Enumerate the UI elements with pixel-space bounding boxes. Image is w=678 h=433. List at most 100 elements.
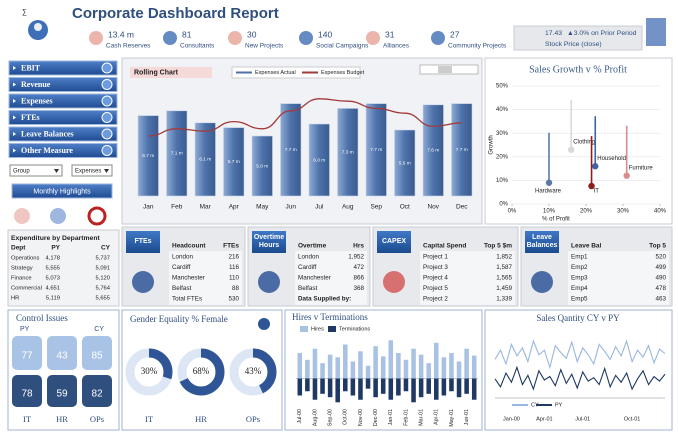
panel-tag-box: Leave Balances	[525, 231, 559, 253]
panel-cell: 216	[228, 254, 239, 261]
panel-cell: Project 2	[423, 296, 448, 303]
bar	[358, 378, 363, 400]
x-tick-label: Jan-00	[503, 416, 520, 422]
table-cell: Finance	[11, 276, 32, 282]
table-cell: 5,120	[95, 276, 110, 282]
bar	[343, 344, 348, 379]
chart-title: Rolling Chart	[134, 69, 179, 76]
menu-button[interactable]	[8, 126, 118, 142]
legend-swatch	[300, 326, 308, 332]
bar	[223, 127, 245, 197]
panel-header: FTEs	[223, 243, 239, 250]
point	[545, 179, 553, 186]
bar-value-label: 5.5 m	[399, 160, 411, 166]
panel-cell: London	[172, 254, 194, 261]
point-label: Hardware	[535, 188, 562, 194]
bar	[418, 354, 424, 379]
series-line	[494, 365, 666, 391]
bar	[335, 378, 340, 403]
kpi-label: Social Campaigns	[316, 43, 369, 50]
menu-arrow	[13, 99, 16, 103]
bar	[396, 378, 401, 396]
bar	[396, 353, 401, 379]
bar	[434, 378, 439, 400]
x-tick-label: Aug	[342, 204, 354, 211]
panel-header: Capital Spend	[423, 243, 466, 250]
bar	[441, 357, 447, 379]
point	[623, 172, 630, 179]
bar-value-label: 6.0 m	[313, 157, 325, 163]
panel-cell: Emp2	[571, 264, 588, 271]
bar	[434, 342, 439, 379]
menu-button[interactable]	[8, 143, 118, 158]
kpi-icon	[228, 31, 242, 45]
menu-button[interactable]	[8, 60, 118, 76]
donut-arc	[125, 348, 173, 396]
y-tick-label: 30%	[496, 131, 509, 137]
point	[588, 182, 595, 190]
kpi-icon	[299, 31, 313, 45]
panel-header: Top 5 $m	[484, 243, 512, 250]
bar	[456, 378, 462, 398]
bar-value-label: 7.7 m	[456, 147, 468, 153]
x-tick-label: May-01	[449, 409, 455, 427]
menu-button[interactable]	[8, 110, 118, 125]
x-tick-label: Sep-00	[328, 409, 334, 426]
panel-cell: Cardiff	[298, 264, 317, 271]
x-tick-label: Aug-00	[312, 409, 318, 426]
legend-label: PY	[555, 402, 563, 408]
menu-icon	[101, 95, 113, 107]
x-tick-label: Jan-01	[388, 409, 394, 425]
py-cylinder	[47, 336, 77, 370]
selector[interactable]	[9, 164, 63, 177]
bar	[297, 378, 303, 396]
menu-button[interactable]	[8, 93, 118, 109]
cy-cylinder	[47, 375, 77, 407]
py-value: 77	[21, 351, 33, 362]
x-tick-label: Feb	[171, 204, 183, 211]
chart-icon	[646, 18, 666, 46]
x-tick-label: 40%	[654, 209, 667, 215]
selector-label: Group	[13, 169, 30, 175]
bar	[350, 361, 356, 379]
bar	[373, 346, 378, 379]
page-title: Corporate Dashboard Report	[72, 5, 279, 22]
panel-tag-box: CAPEX	[377, 231, 411, 253]
menu-icon	[101, 112, 113, 123]
panel-footer: Data Supplied by:	[298, 296, 351, 303]
selector-label: Expenses	[75, 169, 101, 175]
donut-category: IT	[145, 414, 154, 424]
stock-box	[513, 25, 643, 51]
bar	[297, 353, 303, 379]
panel-table-bg	[295, 251, 367, 305]
highlights-button[interactable]	[11, 183, 113, 199]
table-cell: 4,178	[45, 256, 60, 262]
panel-cell: Emp4	[571, 285, 588, 292]
control-title: Control Issues	[16, 313, 68, 323]
chart-title: Gender Equality % Female	[130, 314, 228, 324]
selector-arrow	[104, 169, 109, 173]
panel-icon	[531, 271, 553, 293]
table-cell: HR	[11, 296, 19, 302]
point-label: Household	[597, 156, 626, 162]
control-label: OPs	[90, 414, 104, 424]
x-tick-label: 0%	[508, 209, 517, 215]
panel-cell: Emp5	[571, 296, 588, 303]
panel-cell: 110	[229, 275, 240, 282]
bar	[365, 365, 371, 379]
panel-cell: London	[298, 254, 320, 261]
panel-cell: 478	[655, 285, 666, 292]
menu-button[interactable]	[8, 77, 118, 92]
table-cell: Commercial	[11, 286, 42, 292]
scroll-thumb[interactable]	[438, 66, 452, 73]
donut-label: 68%	[193, 366, 210, 376]
kpi-value: 13.4 m	[108, 29, 134, 39]
bar	[403, 359, 409, 379]
logo-mark: ∑	[22, 9, 27, 16]
selector[interactable]	[71, 164, 113, 177]
panel-tag: FTEs	[126, 231, 160, 253]
kpi-icon	[366, 31, 380, 45]
bar	[365, 103, 387, 197]
control-label: HR	[56, 414, 68, 424]
bar-value-label: 7.6 m	[427, 148, 439, 154]
